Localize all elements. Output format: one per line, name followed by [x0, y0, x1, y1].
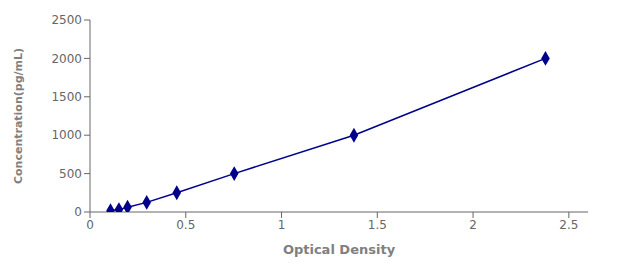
svg-text:2000: 2000 [51, 52, 82, 66]
svg-text:2.5: 2.5 [559, 218, 578, 232]
svg-text:0: 0 [86, 218, 94, 232]
svg-text:1500: 1500 [51, 90, 82, 104]
svg-text:0.5: 0.5 [176, 218, 195, 232]
svg-text:1000: 1000 [51, 128, 82, 142]
svg-text:1.5: 1.5 [368, 218, 387, 232]
svg-text:Optical Density: Optical Density [283, 242, 396, 257]
svg-text:500: 500 [59, 167, 82, 181]
svg-text:1: 1 [278, 218, 286, 232]
svg-text:0: 0 [74, 205, 82, 219]
svg-text:2: 2 [469, 218, 477, 232]
svg-text:2500: 2500 [51, 13, 82, 27]
svg-text:Concentration(pg/mL): Concentration(pg/mL) [12, 48, 25, 184]
